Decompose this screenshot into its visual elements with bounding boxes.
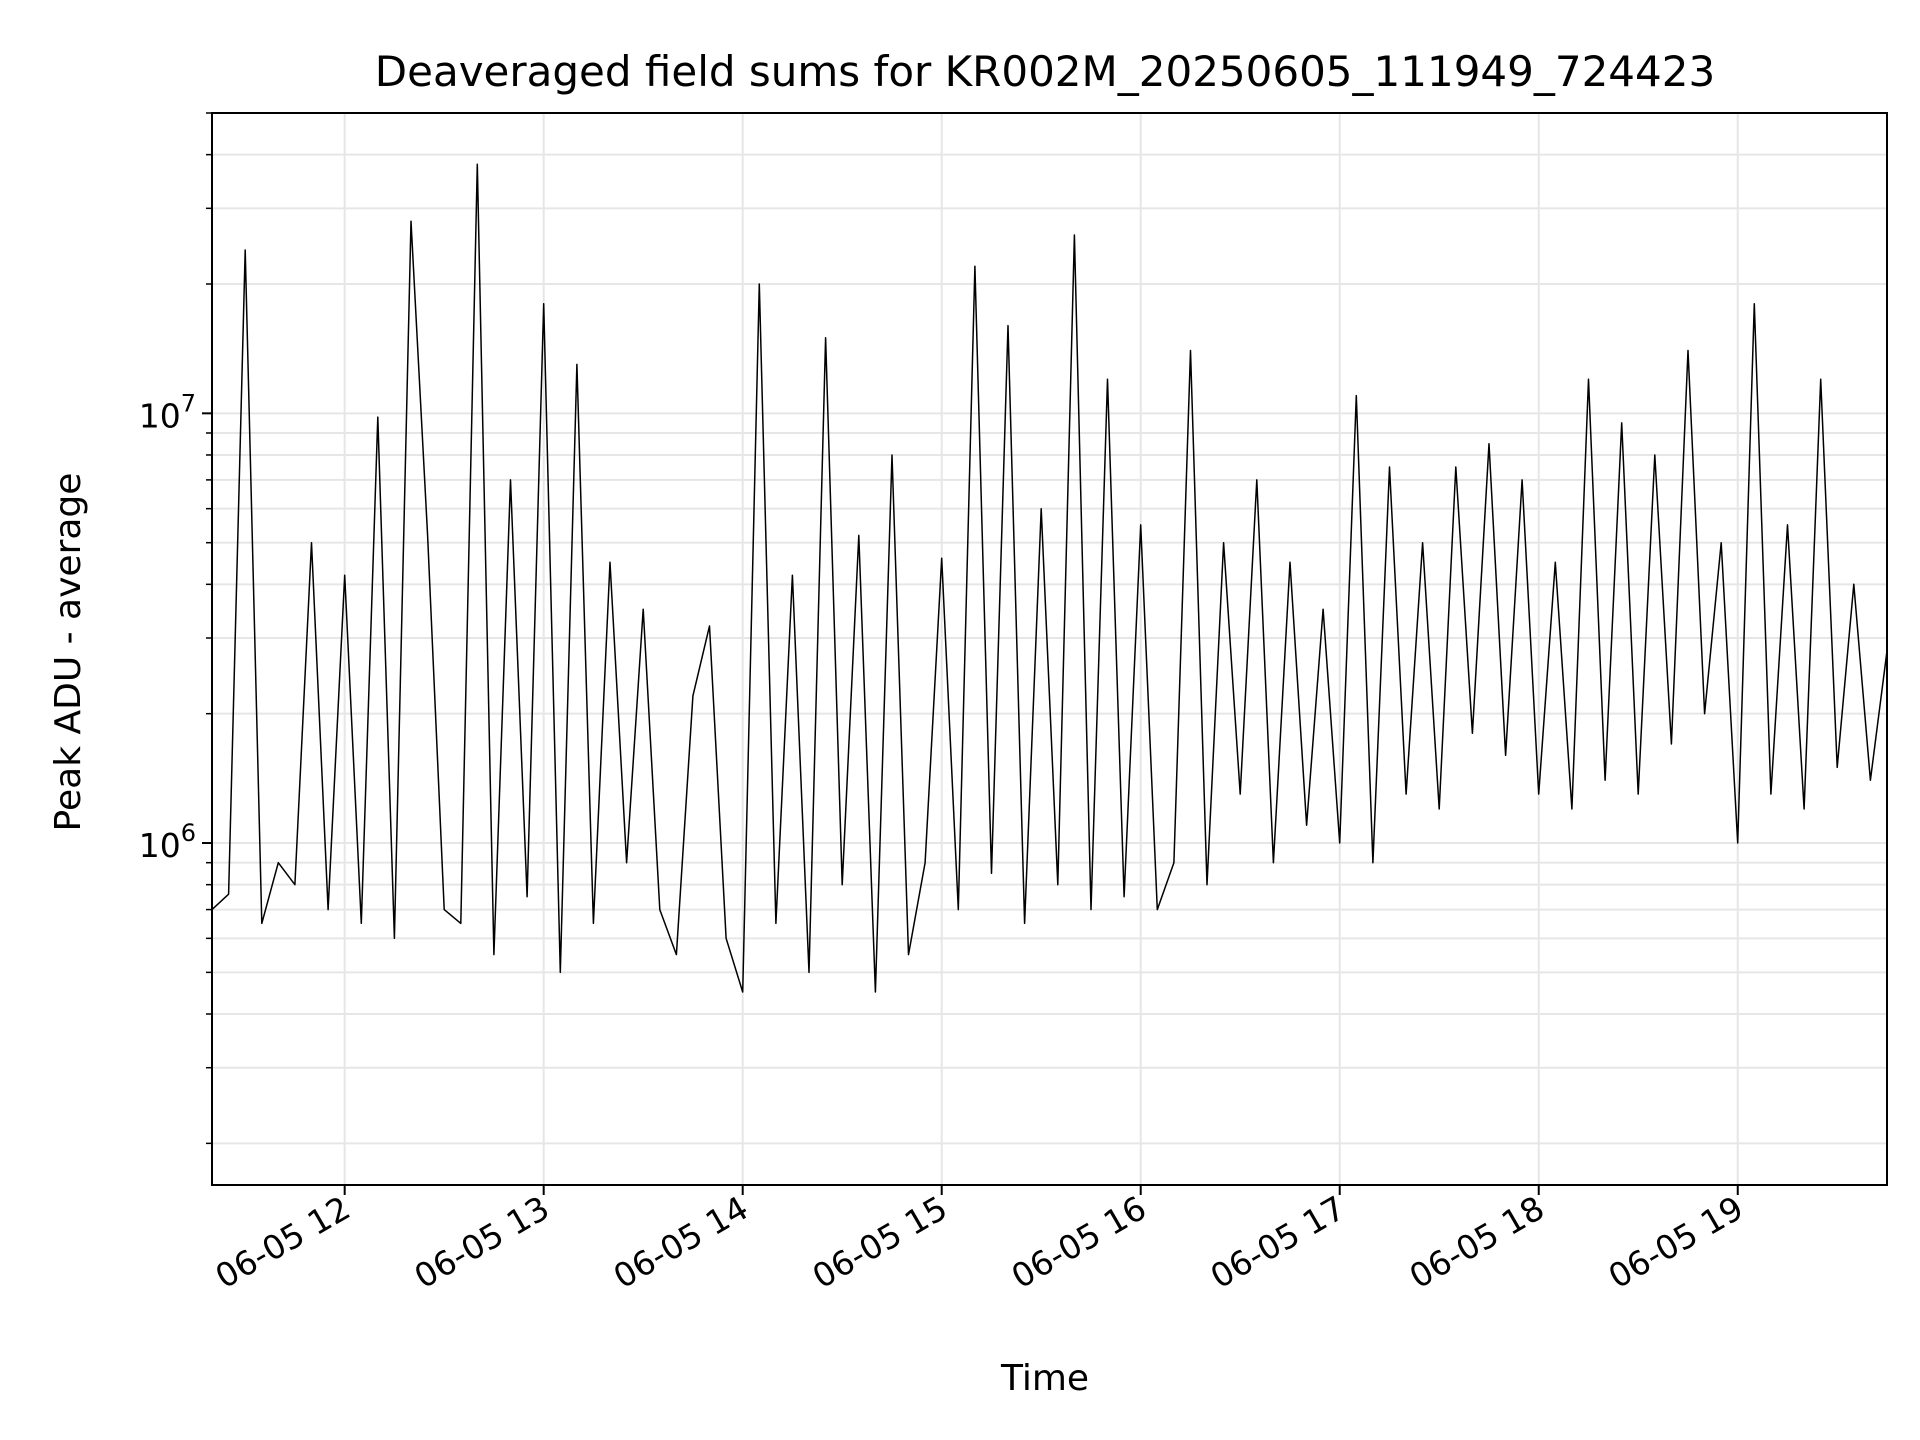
x-tick-label: 06-05 19	[1602, 1188, 1750, 1296]
y-tick-base: 10	[139, 826, 181, 865]
x-axis-label: Time	[1000, 1358, 1089, 1399]
x-tick-label: 06-05 18	[1403, 1188, 1551, 1296]
x-tick-label: 06-05 12	[209, 1188, 357, 1296]
series-line	[211, 163, 1888, 993]
x-axis-ticks: 06-05 12 06-05 13 06-05 14 06-05 15 06-05 16…	[209, 1185, 1750, 1296]
chart-title: Deaveraged field sums for KR002M_2025060…	[375, 47, 1715, 96]
plot-frame	[211, 112, 1888, 1186]
y-axis-label: Peak ADU - average	[48, 473, 89, 832]
grid-lines	[212, 112, 1887, 1185]
y-tick-base: 10	[139, 396, 181, 435]
y-tick-exponent: 7	[181, 389, 196, 417]
y-tick-exponent: 6	[181, 819, 196, 847]
x-tick-label: 06-05 13	[408, 1188, 556, 1296]
series-line-group	[211, 163, 1888, 993]
y-tick-label: 106	[139, 819, 196, 865]
y-tick-label: 107	[139, 389, 196, 435]
x-tick-label: 06-05 16	[1005, 1188, 1153, 1296]
x-tick-label: 06-05 14	[607, 1188, 755, 1296]
x-tick-label: 06-05 15	[806, 1188, 954, 1296]
x-tick-label: 06-05 17	[1204, 1188, 1352, 1296]
